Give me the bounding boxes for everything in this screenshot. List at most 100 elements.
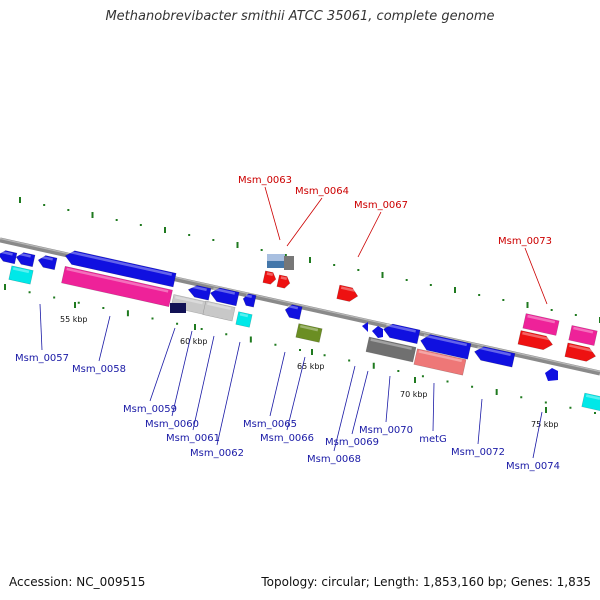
outer-tick <box>550 309 553 311</box>
outer-tick <box>19 197 21 203</box>
gene-arrow-sheen <box>418 350 463 363</box>
outer-tick <box>212 239 215 241</box>
inner-tick <box>495 389 498 395</box>
gene-arrow-sheen <box>280 276 288 280</box>
inner-tick <box>151 317 154 320</box>
outer-tick <box>429 284 432 286</box>
leader-line <box>171 330 193 417</box>
gene-arrow <box>362 322 368 332</box>
gene-label-bottom: Msm_0060 <box>145 419 199 430</box>
gene-arrow-sheen <box>287 304 299 310</box>
outer-tick <box>381 272 384 278</box>
gene-arrow-sheen <box>585 394 600 400</box>
gene-arrow-sheen <box>18 252 31 258</box>
gene-label-bottom: Msm_0057 <box>15 353 69 364</box>
gene-arrow <box>383 323 421 345</box>
outer-tick <box>574 314 577 316</box>
major-tick-mark <box>74 302 76 308</box>
tick-label: 55 kbp <box>60 315 88 324</box>
gene-arrow <box>420 334 472 360</box>
gene-arrow <box>267 254 285 261</box>
accession-text: Accession: NC_009515 <box>9 575 146 589</box>
outer-tick <box>260 249 263 251</box>
gene-arrow <box>372 326 383 338</box>
leader-line <box>333 365 356 452</box>
gene-arrow <box>413 348 467 376</box>
leader-line <box>98 315 111 362</box>
gene-arrow <box>522 313 560 336</box>
gene-label-top: Msm_0063 <box>238 175 292 186</box>
gene-arrow-sheen <box>569 344 594 352</box>
genome-summary-text: Topology: circular; Length: 1,853,160 bp… <box>261 575 591 589</box>
gene-arrow <box>474 346 516 368</box>
leader-line <box>192 335 215 431</box>
tick-label: 70 kbp <box>400 390 428 399</box>
leader-line <box>532 411 543 459</box>
gene-arrow <box>8 265 34 285</box>
gene-arrow-sheen <box>40 255 53 261</box>
gene-arrow <box>276 274 291 289</box>
leader-line <box>385 375 391 423</box>
gene-arrow <box>37 255 58 271</box>
leader-line <box>477 398 483 445</box>
inner-tick <box>421 375 424 378</box>
tick-label: 65 kbp <box>297 362 325 371</box>
inner-tick <box>53 296 56 299</box>
gene-label-bottom: Msm_0058 <box>72 364 126 375</box>
gene-arrow <box>267 261 285 268</box>
inner-tick <box>397 370 400 372</box>
gene-arrow <box>568 325 598 346</box>
major-tick-mark <box>545 407 547 413</box>
gene-arrow-sheen <box>299 324 319 332</box>
outer-tick <box>67 209 70 211</box>
gene-arrow-sheen <box>68 250 173 276</box>
outer-tick <box>333 264 336 266</box>
inner-tick <box>372 362 375 369</box>
gene-arrow-sheen <box>266 272 274 276</box>
gene-label-bottom: metG <box>419 434 447 445</box>
leader-line <box>286 197 323 247</box>
gene-arrow-sheen <box>190 285 207 292</box>
inner-tick <box>249 336 252 343</box>
gene-arrow <box>61 265 173 308</box>
leader-line <box>351 370 369 435</box>
leader-line <box>524 247 548 305</box>
leader-line <box>286 356 306 431</box>
outer-tick <box>454 287 456 293</box>
inner-tick <box>348 359 351 362</box>
outer-tick <box>43 204 46 206</box>
outer-tick <box>115 219 118 221</box>
outer-tick <box>478 294 481 296</box>
outer-tick <box>91 212 94 218</box>
gene-label-bottom: Msm_0066 <box>260 433 314 444</box>
gene-arrow <box>284 256 294 270</box>
gene-label-top: Msm_0064 <box>295 186 349 197</box>
outer-tick <box>139 224 142 226</box>
inner-tick <box>176 322 179 325</box>
inner-tick <box>544 401 547 404</box>
inner-tick <box>569 406 572 409</box>
gene-arrow-sheen <box>386 323 416 333</box>
leader-line <box>269 351 286 417</box>
tick-label: 60 kbp <box>180 337 208 346</box>
gene-arrow <box>581 392 600 412</box>
inner-tick <box>126 310 129 317</box>
gene-arrow <box>517 330 553 351</box>
gene-arrow <box>365 336 417 363</box>
inner-tick <box>274 343 277 346</box>
gene-arrow <box>564 342 597 362</box>
inner-tick <box>102 307 105 309</box>
outer-tick <box>357 269 360 271</box>
outer-tick <box>405 279 408 281</box>
outer-tick <box>502 299 505 301</box>
inner-tick <box>323 354 326 357</box>
inner-tick <box>471 385 474 388</box>
gene-arrow-sheen <box>423 334 468 347</box>
leader-line <box>39 303 43 351</box>
leader-line <box>432 382 435 432</box>
inner-tick <box>225 333 228 336</box>
gene-label-bottom: Msm_0069 <box>325 437 379 448</box>
gene-arrow-sheen <box>522 331 550 341</box>
inner-tick <box>28 291 31 294</box>
inner-tick <box>200 328 203 330</box>
